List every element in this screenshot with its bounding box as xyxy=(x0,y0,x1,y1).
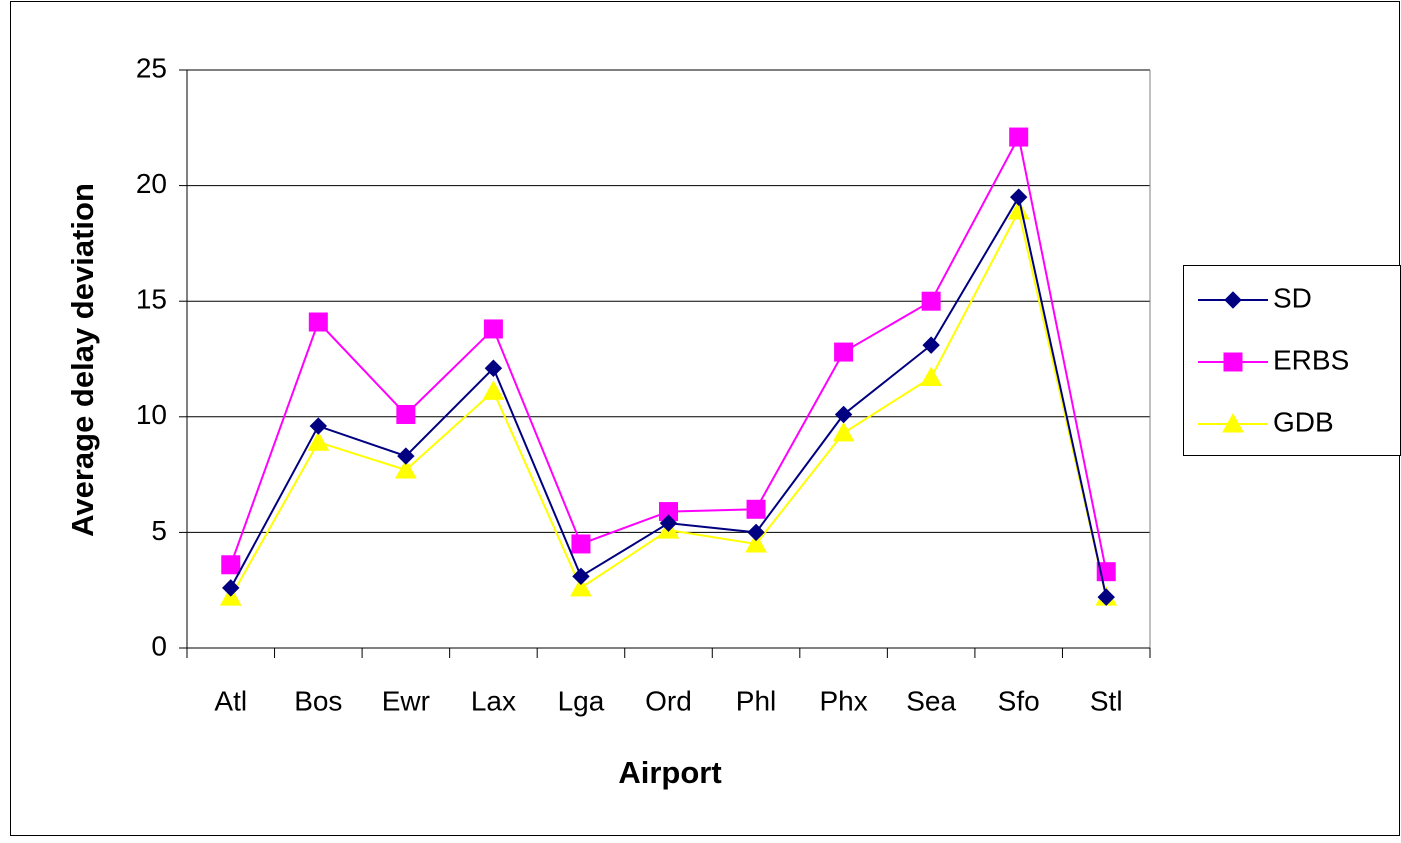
marker xyxy=(921,291,941,311)
marker xyxy=(396,404,416,424)
x-tick-label: Ord xyxy=(645,685,692,716)
legend-label: SD xyxy=(1273,282,1312,313)
marker xyxy=(483,319,503,339)
legend-box xyxy=(1183,265,1401,456)
marker xyxy=(397,447,415,465)
x-tick-label: Phl xyxy=(736,685,776,716)
marker xyxy=(832,421,855,442)
marker xyxy=(1009,127,1029,147)
marker xyxy=(222,579,240,597)
marker xyxy=(484,359,503,377)
marker xyxy=(308,312,328,332)
x-tick-label: Atl xyxy=(214,685,247,716)
marker xyxy=(395,458,417,479)
marker xyxy=(834,342,854,362)
x-tick-label: Sfo xyxy=(998,685,1040,716)
y-axis-title: Average delay deviation xyxy=(65,183,100,537)
y-tick-label: 20 xyxy=(136,168,167,199)
y-tick-label: 15 xyxy=(136,284,167,315)
marker xyxy=(571,534,591,554)
x-tick-label: Bos xyxy=(294,685,342,716)
x-tick-label: Stl xyxy=(1090,685,1123,716)
marker xyxy=(482,380,505,400)
legend-marker xyxy=(1222,412,1244,433)
marker xyxy=(745,532,767,553)
marker xyxy=(572,567,590,586)
marker xyxy=(1097,588,1115,606)
x-tick-label: Phx xyxy=(819,685,867,716)
x-tick-label: Ewr xyxy=(382,685,430,716)
marker xyxy=(747,523,765,542)
marker xyxy=(309,417,328,435)
legend-marker xyxy=(1224,291,1242,309)
marker xyxy=(659,514,678,532)
marker xyxy=(221,555,241,575)
legend-label: GDB xyxy=(1273,406,1334,437)
plot-area xyxy=(187,70,1150,648)
marker xyxy=(1009,188,1028,206)
marker xyxy=(920,366,942,386)
marker xyxy=(1007,200,1030,220)
marker xyxy=(570,576,592,597)
x-tick-label: Lga xyxy=(558,685,605,716)
y-tick-label: 0 xyxy=(151,630,167,661)
y-tick-label: 10 xyxy=(136,399,167,430)
x-axis-title: Airport xyxy=(618,755,721,790)
legend-marker xyxy=(1223,352,1243,372)
marker xyxy=(307,431,330,451)
y-tick-label: 5 xyxy=(151,515,167,546)
x-tick-label: Lax xyxy=(471,685,516,716)
marker xyxy=(922,336,940,354)
marker xyxy=(834,405,853,424)
y-tick-label: 25 xyxy=(136,52,167,83)
legend-label: ERBS xyxy=(1273,344,1349,375)
marker xyxy=(746,499,766,519)
x-tick-label: Sea xyxy=(906,685,956,716)
